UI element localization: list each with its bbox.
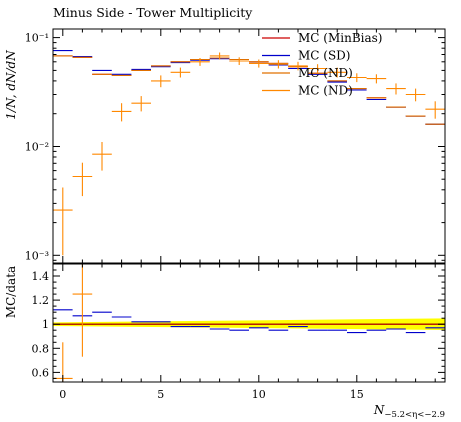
main-ylabel: 1/N, dN/dN xyxy=(4,50,18,120)
ratio-xtick-label: 0 xyxy=(59,388,66,401)
ratio-ylabel: MC/data xyxy=(4,266,18,318)
main-xaxis xyxy=(62,29,436,263)
legend: MC (MinBias) MC (SD) MC (ND) MC (ND) xyxy=(262,31,382,98)
legend-label-3: MC (ND) xyxy=(298,84,353,98)
x-axis-label-subscript: −5.2<η<−2.9 xyxy=(384,410,445,420)
legend-label-1: MC (SD) xyxy=(298,49,351,63)
plot-title: Minus Side - Tower Multiplicity xyxy=(53,5,253,20)
ratio-xtick-label: 15 xyxy=(350,388,364,401)
x-axis-label-main: N xyxy=(373,403,385,417)
legend-label-0: MC (MinBias) xyxy=(298,31,382,45)
x-axis-label: N−5.2<η<−2.9 xyxy=(373,403,445,420)
ratio-ytick-label: 1.4 xyxy=(32,270,50,283)
ratio-yaxis: 0.6 0.8 1 1.2 1.4 xyxy=(32,269,445,379)
main-ytick-label: 10⁻² xyxy=(25,141,49,154)
main-yaxis: 10⁻³ 10⁻² 10⁻¹ xyxy=(25,32,445,262)
ratio-xaxis: 0 5 10 15 xyxy=(59,264,436,401)
ratio-xtick-label: 5 xyxy=(157,388,164,401)
ratio-ytick-label: 0.6 xyxy=(32,366,50,379)
legend-label-2: MC (ND) xyxy=(298,66,353,80)
main-ytick-label: 10⁻¹ xyxy=(25,32,49,45)
ratio-ytick-label: 0.8 xyxy=(32,342,50,355)
ratio-ytick-label: 1.2 xyxy=(32,294,50,307)
main-frame xyxy=(52,28,446,264)
ratio-frame xyxy=(52,263,446,383)
main-panel: 10⁻³ 10⁻² 10⁻¹ 1/N, dN/dN xyxy=(4,28,446,264)
main-series-layer xyxy=(53,50,445,256)
ratio-series-layer xyxy=(53,264,445,382)
ratio-ytick-label: 1 xyxy=(42,318,49,331)
main-ytick-label: 10⁻³ xyxy=(25,249,49,262)
ratio-panel: 0.6 0.8 1 1.2 1.4 0 5 10 15 MC/data xyxy=(4,263,446,401)
ratio-xtick-label: 10 xyxy=(252,388,266,401)
